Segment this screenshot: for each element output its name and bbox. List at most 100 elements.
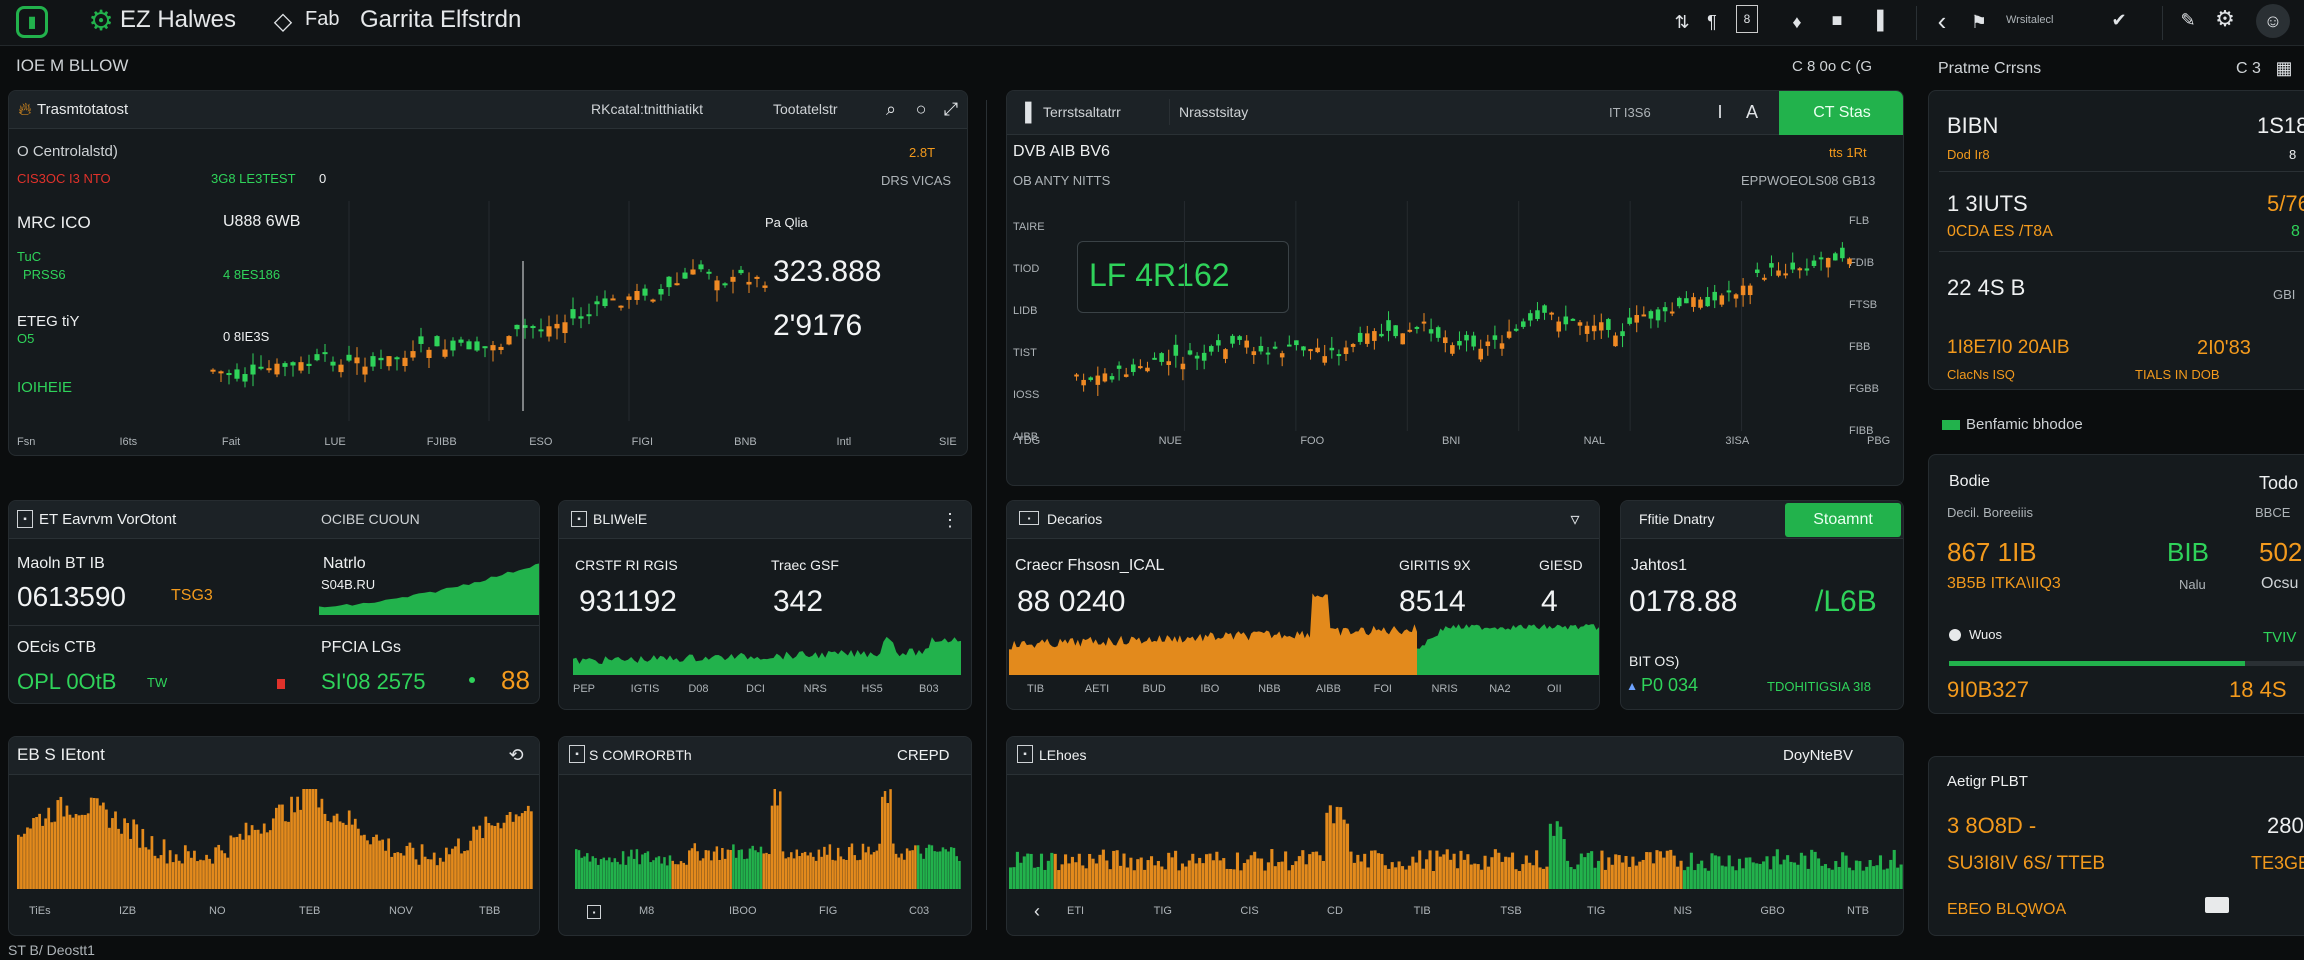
price-row-4-sub: ClacNs ISQ: [1947, 367, 2015, 382]
candle: [1556, 321, 1561, 332]
lock-icon[interactable]: ○: [915, 98, 927, 119]
volume-bar: [894, 853, 898, 889]
metric-value-3: 4: [1541, 585, 1558, 618]
volume-bar: [205, 854, 208, 889]
bar-icon: ▐: [1018, 101, 1032, 122]
save-icon[interactable]: ■: [1831, 9, 1843, 30]
candle: [258, 366, 264, 369]
candle: [1081, 379, 1086, 386]
candle: [1811, 260, 1817, 266]
volume-bar: [831, 859, 834, 889]
volume-bar: [1290, 865, 1295, 889]
tab-tools[interactable]: Tootatelstr: [773, 101, 838, 117]
settings-icon[interactable]: ⚙: [2215, 6, 2235, 31]
window-icon: ▪: [17, 510, 33, 528]
volume-bar: [1019, 862, 1023, 889]
x-tick-label: IBOO: [729, 905, 757, 917]
info-icon[interactable]: I: [1717, 101, 1723, 122]
volume-bar: [743, 859, 746, 889]
volume-bar: [120, 833, 123, 889]
right-column-heading-value: C 3: [2236, 60, 2261, 77]
x-tick-label: ETI: [1067, 905, 1085, 917]
volume-bar: [949, 847, 953, 889]
volume-bar: [1039, 853, 1044, 889]
sparkline-area: [319, 563, 539, 615]
volume-bar: [481, 838, 485, 889]
volume-bar: [98, 805, 102, 889]
stream-button[interactable]: Stoamnt: [1785, 503, 1901, 537]
volume-bar: [56, 800, 60, 889]
volume-bar: [1452, 853, 1456, 889]
prev-icon[interactable]: ‹: [1034, 900, 1040, 921]
volume-bar: [238, 833, 242, 889]
chevron-down-icon[interactable]: ▿: [1570, 508, 1580, 529]
refresh-icon[interactable]: ⟲: [508, 744, 524, 765]
volume-bar: [150, 836, 154, 889]
candle: [1265, 352, 1271, 355]
volume-bar: [790, 852, 793, 889]
volume-bar: [1696, 863, 1700, 889]
volume-bar: [602, 857, 606, 889]
tab-markets[interactable]: RKcatal:tnitthiatikt: [591, 101, 704, 117]
x-tick-label: NRIS: [1431, 683, 1458, 695]
volume-bar: [944, 849, 947, 889]
tab-summary[interactable]: Nrasstsitay: [1179, 104, 1249, 120]
gear-logo-icon: ⚙: [88, 4, 114, 36]
volume-bar: [1462, 859, 1466, 889]
more-icon[interactable]: ⋮: [941, 509, 959, 530]
page-icon[interactable]: ▪: [587, 905, 601, 919]
box-icon[interactable]: 8: [1736, 5, 1758, 33]
candle: [1131, 364, 1136, 373]
brand-name[interactable]: EZ Halwes: [120, 6, 237, 33]
candle: [1315, 347, 1320, 353]
candle: [1166, 361, 1171, 365]
volume-bar: [1022, 856, 1026, 889]
check-icon[interactable]: ✔: [2111, 9, 2127, 30]
bell-icon[interactable]: ♦: [1792, 11, 1802, 32]
volume-bar: [839, 856, 843, 889]
nav-item-fab[interactable]: Fab: [305, 8, 340, 30]
app-logo-icon[interactable]: ▮: [16, 6, 48, 38]
volume-bar: [861, 843, 865, 889]
candle: [762, 285, 768, 288]
bottom-volume-panel-2: ▪ S COMRORBTh CREPD ▪ M8 IBOO FIG C03: [558, 736, 972, 936]
volume-bar: [1603, 869, 1607, 889]
balance-value-3: 502: [2259, 537, 2303, 567]
tools-icon[interactable]: ✎: [2180, 9, 2196, 30]
candle: [426, 349, 432, 358]
volume-bar: [426, 859, 430, 889]
x-tick-label: NA2: [1489, 683, 1511, 695]
candle: [1804, 268, 1810, 271]
alert-icon[interactable]: A: [1745, 101, 1758, 122]
volume-bar: [1559, 826, 1563, 889]
metric-label-7: O5: [17, 331, 35, 346]
flag-icon[interactable]: ⚑: [1970, 11, 1988, 32]
sort-icon[interactable]: ⇅: [1674, 11, 1690, 32]
candle: [1450, 345, 1455, 354]
search-icon[interactable]: ⌕: [885, 98, 897, 119]
volume-bar: [311, 789, 315, 889]
metric-value-3b: TW: [147, 675, 168, 690]
candle: [394, 357, 400, 360]
chart-icon[interactable]: ▐: [1870, 9, 1884, 30]
volume-bar: [1497, 852, 1501, 889]
diamond-icon[interactable]: ◇: [273, 7, 293, 35]
volume-bar: [624, 864, 628, 889]
text-icon[interactable]: ¶: [1707, 11, 1717, 32]
volume-bar: [1438, 856, 1442, 889]
user-icon[interactable]: ☺: [2256, 4, 2290, 38]
status-button[interactable]: CT Stas: [1779, 91, 1903, 135]
grid-icon[interactable]: ▦: [2275, 57, 2293, 78]
x-tick-label: CIS: [1240, 905, 1259, 917]
volume-bar: [1651, 863, 1656, 889]
back-icon[interactable]: ‹: [1937, 5, 1947, 36]
expand-icon[interactable]: ⤢: [943, 98, 959, 119]
metric-label-2: Natrlo: [323, 555, 366, 572]
x-tick-label: TiEs: [29, 905, 51, 917]
card-icon[interactable]: [2205, 897, 2229, 913]
metric-label-1: Craecr Fhsosn_ICAL: [1015, 557, 1165, 574]
volume-bar: [1490, 857, 1494, 889]
volume-bar: [1665, 850, 1669, 889]
metric-value-1: 0178.88: [1629, 585, 1738, 618]
y-axis-right: FLB FDIB FTSB FBB FGBB FIBB: [1849, 215, 1899, 445]
